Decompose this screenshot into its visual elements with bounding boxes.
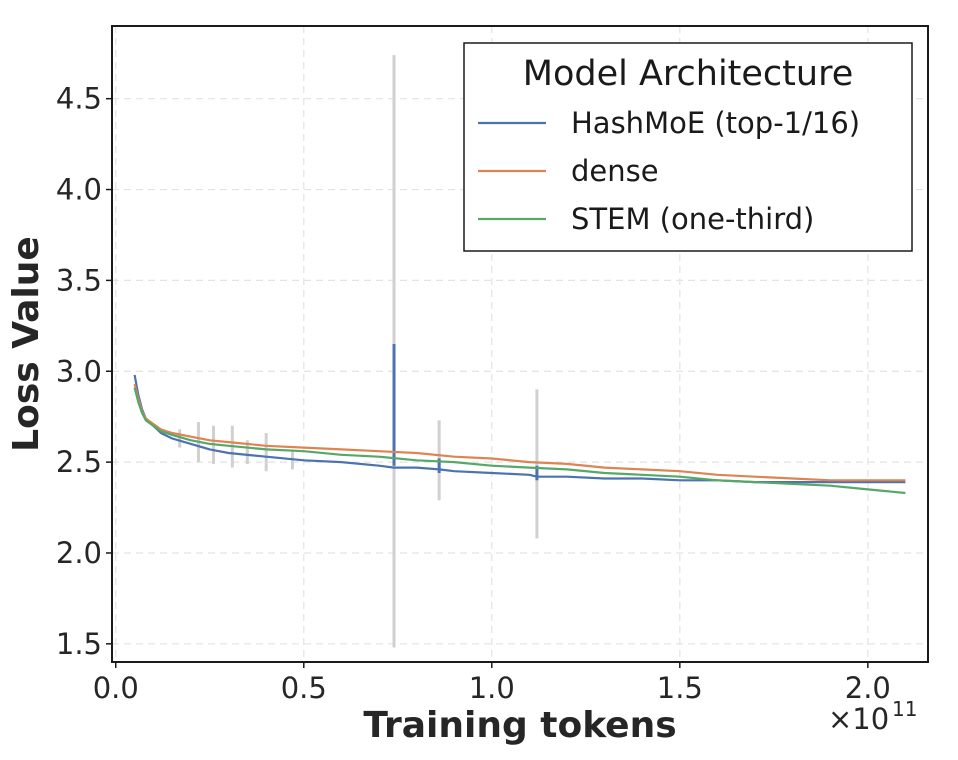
y-tick-label: 3.0 — [56, 354, 102, 388]
y-tick-label: 4.0 — [56, 173, 102, 207]
x-tick-label: 0.5 — [281, 671, 327, 705]
x-tick-label: 2.0 — [845, 671, 891, 705]
x-tick-label: 0.0 — [93, 671, 139, 705]
y-tick-label: 4.5 — [56, 82, 102, 116]
legend: Model Architecture HashMoE (top-1/16) den… — [463, 42, 913, 252]
legend-title: Model Architecture — [523, 54, 853, 94]
series-line-2 — [133, 387, 906, 495]
legend-label: dense — [571, 154, 659, 188]
y-tick-label: 2.5 — [56, 445, 102, 479]
y-axis-ticks: 1.5 2.0 2.5 3.0 3.5 4.0 4.5 — [56, 82, 112, 661]
x-tick-label: 1.5 — [657, 671, 703, 705]
y-tick-label: 1.5 — [56, 627, 102, 661]
legend-items: HashMoE (top-1/16) dense STEM (one-third) — [478, 106, 860, 236]
x-offset-exponent: 11 — [892, 697, 917, 721]
x-offset-text: ×10 11 — [828, 697, 917, 736]
y-axis-label: Loss Value — [6, 236, 47, 452]
x-offset-base: ×10 — [828, 702, 889, 736]
y-tick-label: 3.5 — [56, 263, 102, 297]
plot-frame — [111, 25, 929, 663]
series-line-1 — [133, 383, 906, 482]
x-tick-label: 1.0 — [469, 671, 515, 705]
legend-box — [463, 42, 913, 252]
legend-label: HashMoE (top-1/16) — [571, 106, 860, 140]
x-axis-label: Training tokens — [363, 705, 676, 746]
series-lines — [133, 344, 906, 495]
legend-label: STEM (one-third) — [571, 202, 814, 236]
x-axis-ticks: 0.0 0.5 1.0 1.5 2.0 — [93, 662, 891, 705]
y-tick-label: 2.0 — [56, 536, 102, 570]
